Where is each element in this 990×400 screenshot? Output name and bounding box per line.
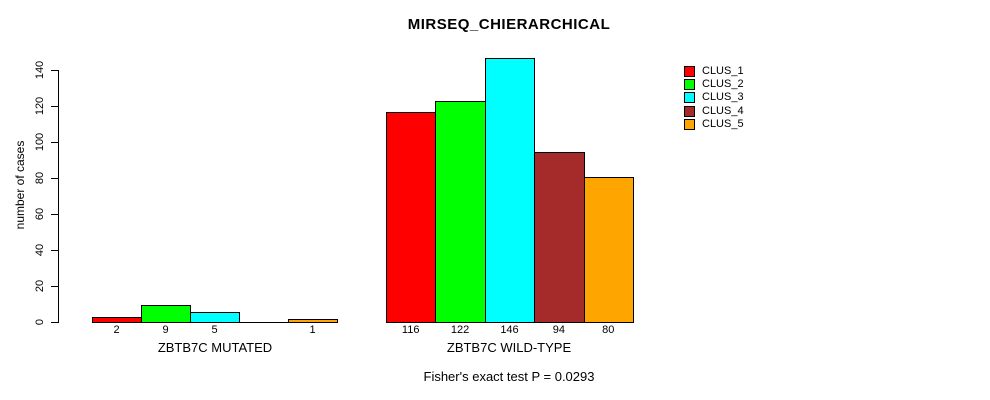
legend-label: CLUS_3 bbox=[702, 91, 744, 104]
y-tick bbox=[51, 70, 58, 71]
bar-value-label: 9 bbox=[162, 324, 169, 336]
y-tick-label: 60 bbox=[34, 207, 46, 221]
bar-clus_2-group2 bbox=[435, 101, 486, 323]
y-tick-label: 80 bbox=[34, 171, 46, 185]
y-tick bbox=[51, 250, 58, 251]
legend-swatch-icon bbox=[684, 118, 695, 130]
legend-label: CLUS_4 bbox=[702, 104, 744, 117]
legend-item-clus_1: CLUS_1 bbox=[684, 66, 774, 78]
legend-label: CLUS_1 bbox=[702, 65, 744, 77]
bar-clus_4-group1 bbox=[239, 322, 289, 323]
y-tick-label: 0 bbox=[34, 318, 46, 326]
y-axis-line bbox=[58, 70, 59, 323]
y-tick bbox=[51, 142, 58, 143]
legend-item-clus_3: CLUS_3 bbox=[684, 92, 774, 104]
y-tick bbox=[51, 178, 58, 179]
legend-item-clus_2: CLUS_2 bbox=[684, 79, 774, 91]
legend-label: CLUS_2 bbox=[702, 78, 744, 91]
legend-item-clus_5: CLUS_5 bbox=[684, 117, 774, 131]
bar-value-label: 80 bbox=[602, 324, 615, 336]
legend-swatch-icon bbox=[684, 79, 695, 91]
bar-clus_1-group2 bbox=[386, 112, 437, 323]
bar-value-label: 94 bbox=[552, 324, 565, 336]
y-tick bbox=[51, 106, 58, 107]
bar-clus_3-group2 bbox=[484, 58, 536, 323]
x-group-label-mutated: ZBTB7C MUTATED bbox=[157, 340, 273, 355]
y-axis-title: number of cases bbox=[13, 140, 27, 230]
y-tick-label: 40 bbox=[34, 243, 46, 257]
bar-value-label: 146 bbox=[500, 324, 519, 336]
bar-clus_2-group1 bbox=[141, 304, 191, 323]
bar-clus_4-group2 bbox=[534, 151, 585, 323]
bar-value-label: 116 bbox=[401, 324, 420, 336]
y-tick-label: 140 bbox=[34, 60, 46, 80]
x-group-label-wildtype: ZBTB7C WILD-TYPE bbox=[446, 340, 572, 355]
bar-clus_5-group2 bbox=[583, 177, 634, 323]
bar-clus_3-group1 bbox=[190, 312, 240, 323]
bar-value-label: 122 bbox=[450, 324, 470, 336]
legend-swatch-icon bbox=[684, 66, 695, 77]
legend-item-clus_4: CLUS_4 bbox=[684, 104, 774, 118]
legend-label: CLUS_5 bbox=[702, 117, 744, 130]
legend-swatch-icon bbox=[684, 105, 695, 117]
bar-clus_1-group1 bbox=[92, 317, 142, 323]
y-tick-label: 120 bbox=[34, 96, 46, 116]
y-tick bbox=[51, 286, 58, 287]
y-tick bbox=[51, 322, 58, 323]
bar-clus_5-group1 bbox=[288, 319, 338, 323]
bar-value-label: 5 bbox=[211, 324, 218, 336]
y-tick bbox=[51, 214, 58, 215]
bar-value-label: 2 bbox=[113, 324, 120, 336]
y-tick-label: 100 bbox=[34, 132, 46, 152]
y-tick-label: 20 bbox=[34, 279, 46, 293]
chart-title: MIRSEQ_CHIERARCHICAL bbox=[407, 16, 611, 33]
bar-value-label: 1 bbox=[309, 324, 316, 336]
legend-swatch-icon bbox=[684, 92, 695, 104]
fisher-test-annotation: Fisher's exact test P = 0.0293 bbox=[423, 369, 595, 384]
